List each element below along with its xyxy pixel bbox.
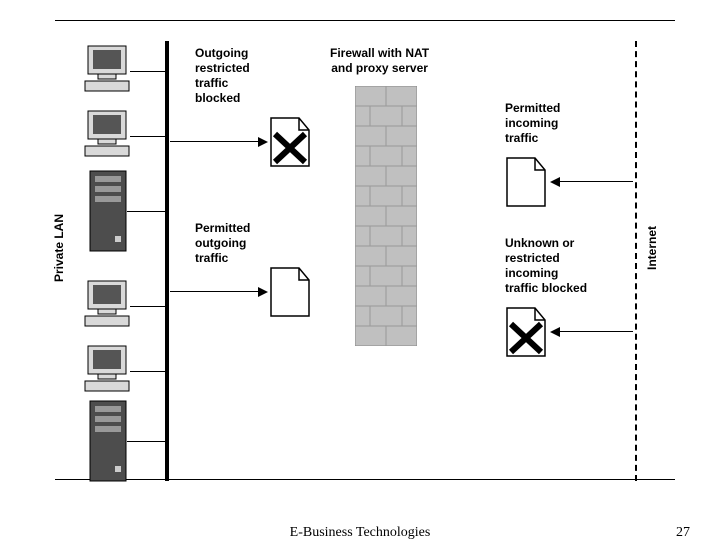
arrow-head-icon — [550, 327, 560, 337]
footer-title: E-Business Technologies — [290, 525, 431, 541]
internet-line — [635, 41, 637, 481]
internet-label: Internet — [645, 226, 659, 270]
arrow-head-icon — [258, 287, 268, 297]
outgoing-blocked-label: Outgoing restricted traffic blocked — [195, 46, 250, 106]
network-diagram: Private LAN Internet — [55, 20, 675, 480]
page-number: 27 — [676, 525, 690, 541]
permitted-outgoing-label: Permitted outgoing traffic — [195, 221, 250, 266]
server-connector — [127, 441, 165, 442]
document-blocked-icon — [505, 306, 547, 358]
pc-icon — [80, 106, 140, 161]
arrow-line — [170, 291, 258, 292]
pc-connector — [130, 371, 165, 372]
pc-connector — [130, 306, 165, 307]
arrow-head-icon — [258, 137, 268, 147]
unknown-blocked-label: Unknown or restricted incoming traffic b… — [505, 236, 587, 296]
lan-bar — [165, 41, 169, 481]
pc-icon — [80, 276, 140, 331]
pc-connector — [130, 71, 165, 72]
arrow-line — [560, 181, 633, 182]
pc-connector — [130, 136, 165, 137]
document-icon — [269, 266, 311, 318]
pc-icon — [80, 41, 140, 96]
server-connector — [127, 211, 165, 212]
firewall-label: Firewall with NAT and proxy server — [330, 46, 429, 76]
private-lan-label: Private LAN — [52, 214, 66, 282]
arrow-line — [560, 331, 633, 332]
firewall-icon — [355, 86, 417, 346]
arrow-line — [170, 141, 258, 142]
pc-icon — [80, 341, 140, 396]
permitted-incoming-label: Permitted incoming traffic — [505, 101, 560, 146]
document-blocked-icon — [269, 116, 311, 168]
arrow-head-icon — [550, 177, 560, 187]
document-icon — [505, 156, 547, 208]
